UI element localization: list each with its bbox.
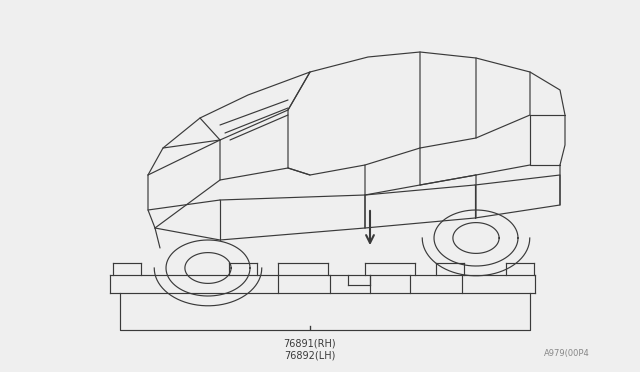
Text: 76892(LH): 76892(LH): [284, 350, 336, 360]
Text: A979(00P4: A979(00P4: [544, 349, 590, 358]
Text: 76891(RH): 76891(RH): [284, 338, 336, 348]
